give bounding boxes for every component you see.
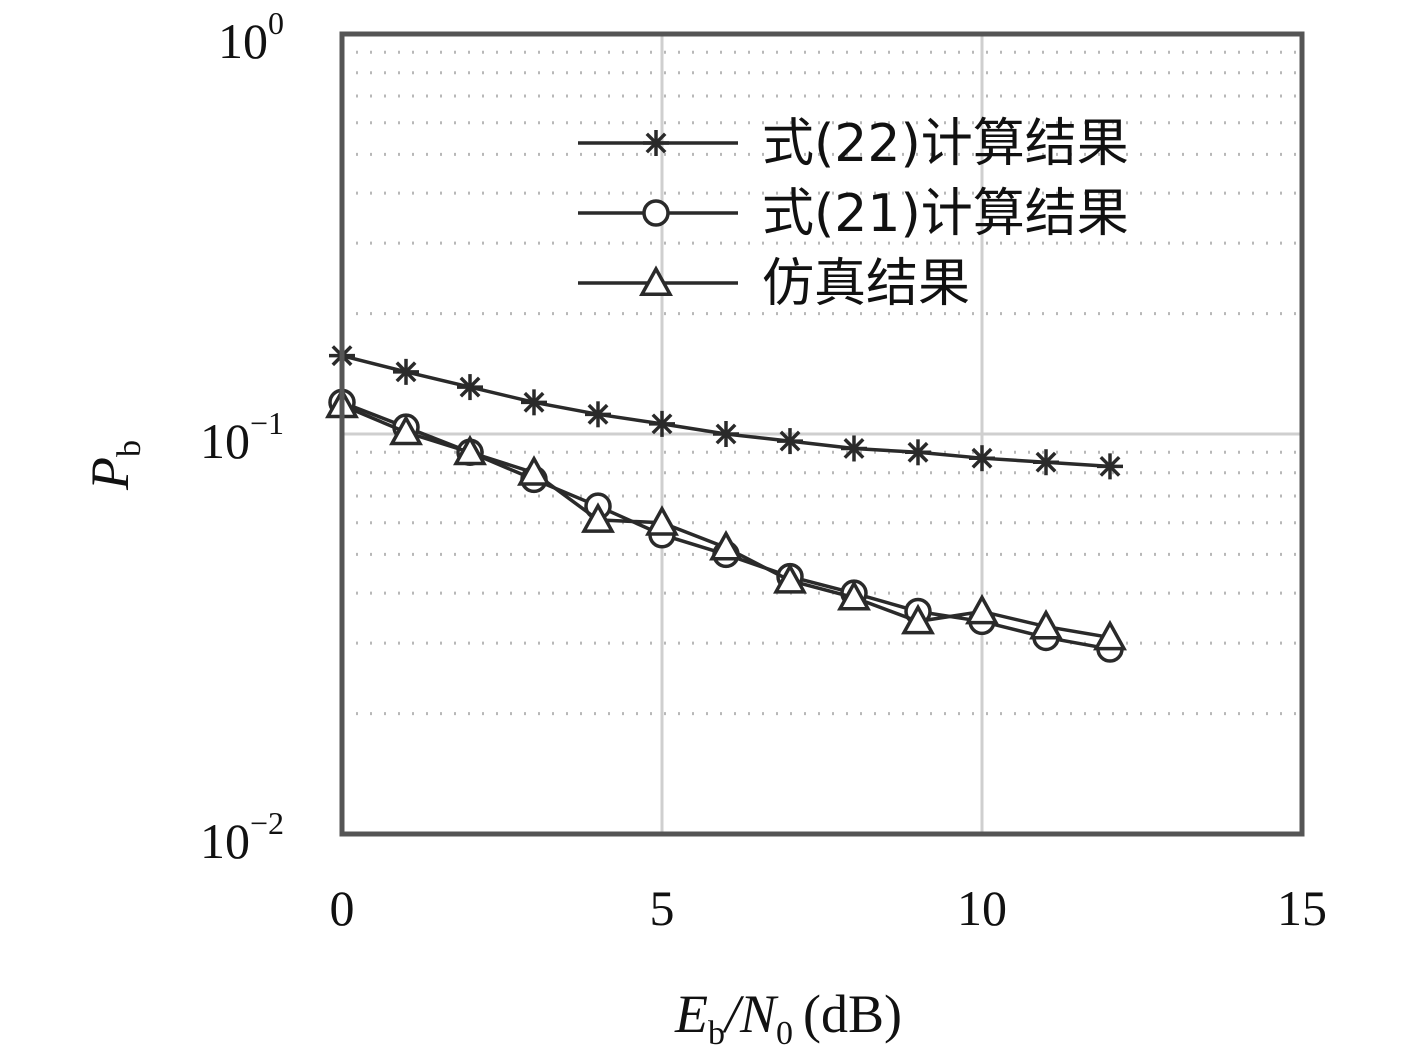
marker-asterisk [1097, 453, 1123, 480]
marker-triangle [389, 414, 423, 446]
marker-circle [642, 199, 670, 227]
y-tick-label: 10−2 [200, 805, 284, 869]
marker-triangle [639, 265, 673, 296]
y-tick-label: 10−1 [200, 405, 284, 469]
legend-item: 式(21)计算结果 [578, 184, 1129, 244]
legend-label: 式(21)计算结果 [762, 184, 1129, 244]
y-axis-title: Pb [80, 440, 148, 491]
marker-asterisk [457, 374, 483, 401]
marker-triangle [837, 579, 871, 611]
marker-triangle [901, 603, 935, 635]
marker-triangle [517, 455, 551, 486]
marker-asterisk [969, 445, 995, 472]
marker-triangle [709, 529, 743, 561]
legend-item: 仿真结果 [578, 254, 970, 314]
marker-triangle [773, 563, 807, 594]
x-tick-label: 5 [650, 880, 675, 936]
x-tick-labels: 0 5 10 15 [330, 880, 1328, 936]
marker-asterisk [777, 428, 803, 455]
x-tick-label: 15 [1277, 880, 1327, 936]
marker-asterisk [841, 435, 867, 462]
plot-frame [339, 31, 1305, 837]
marker-asterisk [643, 130, 669, 156]
marker-triangle [965, 593, 999, 625]
legend-item: 式(22)计算结果 [578, 114, 1129, 174]
marker-asterisk [393, 358, 419, 385]
legend-label: 仿真结果 [762, 254, 970, 314]
x-tick-label: 0 [330, 880, 355, 936]
marker-asterisk [905, 439, 931, 466]
marker-asterisk [585, 401, 611, 428]
legend-label: 式(22)计算结果 [762, 114, 1129, 174]
y-tick-label: 100 [218, 5, 284, 69]
x-tick-label: 10 [957, 880, 1007, 936]
series [325, 387, 1127, 651]
marker-triangle [453, 434, 487, 466]
series-layer [325, 342, 1127, 663]
marker-triangle [1093, 619, 1127, 651]
marker-triangle [645, 505, 679, 536]
marker-asterisk [713, 421, 739, 447]
x-axis-title: Eb/N0 (dB) [674, 984, 902, 1052]
marker-asterisk [521, 389, 547, 416]
marker-asterisk [649, 410, 675, 437]
marker-triangle [1029, 608, 1063, 640]
marker-asterisk [1033, 449, 1059, 476]
grid [342, 34, 1302, 834]
y-tick-labels: 100 10−1 10−2 [200, 5, 284, 869]
marker-triangle [581, 502, 615, 533]
